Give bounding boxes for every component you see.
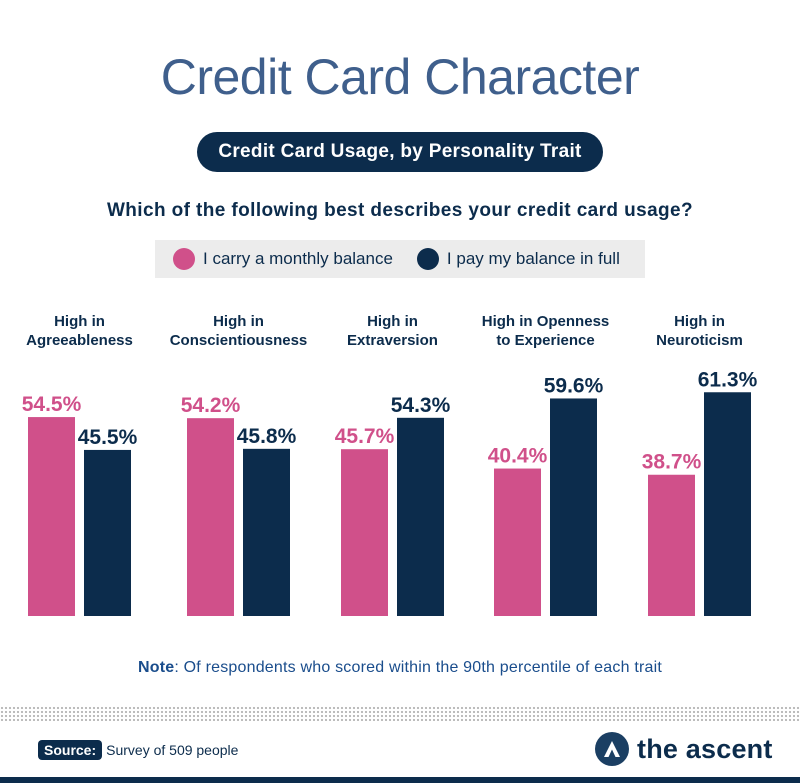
note-text: : Of respondents who scored within the 9… (174, 659, 662, 676)
data-label: 59.6% (544, 374, 604, 397)
brand-name: the ascent (637, 733, 773, 764)
category-label: High in Openness to Experience (481, 313, 610, 349)
bar-pay-full (397, 417, 444, 616)
category-label: High in Conscientiousness (169, 313, 308, 349)
data-label: 61.3% (698, 368, 758, 391)
note-label: Note (137, 659, 175, 676)
bar-carry-balance (28, 417, 75, 616)
survey-question: Which of the following best describes yo… (106, 200, 694, 221)
category-label: High in Agreeableness (26, 313, 133, 349)
bottom-bar (0, 777, 800, 783)
legend-label: I carry a monthly balance (203, 249, 393, 268)
bar-pay-full (84, 449, 131, 616)
data-label: 40.4% (488, 445, 548, 468)
bar-carry-balance (494, 468, 541, 616)
category-label: High in Neuroticism (656, 313, 743, 349)
data-label: 45.5% (78, 426, 138, 449)
data-label: 45.7% (335, 425, 395, 448)
legend-label: I pay my balance in full (446, 249, 620, 268)
source: Source: Survey of 509 people (38, 740, 238, 760)
legend-item-carry-balance: I carry a monthly balance (173, 248, 393, 270)
legend-swatch-pink (173, 248, 195, 270)
source-text: Survey of 509 people (106, 742, 239, 758)
bar-carry-balance (648, 474, 695, 616)
brand: the ascent (595, 732, 773, 766)
chart-subtitle: Credit Card Usage, by Personality Trait (197, 132, 603, 172)
data-label: 54.5% (22, 393, 82, 416)
bar-carry-balance (341, 449, 388, 616)
data-label: 45.8% (237, 425, 297, 448)
legend: I carry a monthly balance I pay my balan… (155, 240, 645, 278)
note: Note: Of respondents who scored within t… (0, 659, 800, 677)
bar-pay-full (704, 392, 751, 616)
legend-swatch-navy (416, 248, 439, 270)
bar-pay-full (243, 448, 290, 616)
bar-carry-balance (187, 418, 234, 616)
data-label: 54.3% (391, 394, 451, 417)
chart-title: Credit Card Character (160, 49, 640, 105)
dotted-divider (0, 706, 800, 721)
data-label: 38.7% (642, 451, 702, 474)
legend-item-pay-full: I pay my balance in full (416, 248, 620, 270)
source-label: Source: (38, 740, 103, 760)
bar-pay-full (550, 398, 597, 616)
ascent-logo-icon (595, 732, 629, 766)
data-label: 54.2% (181, 394, 241, 417)
category-label: High in Extraversion (347, 313, 438, 349)
